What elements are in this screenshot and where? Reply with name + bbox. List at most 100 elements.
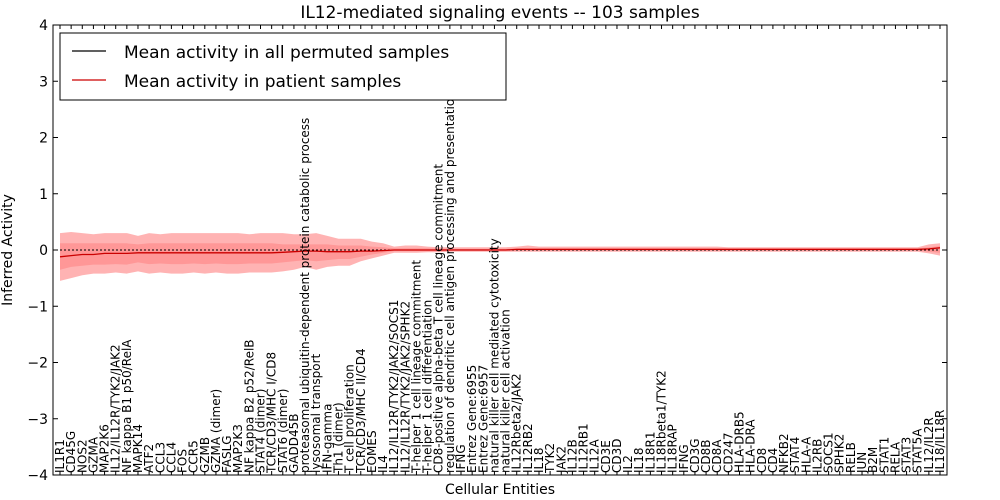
x-tick-label: proteasomal ubiquitin-dependent protein …	[298, 118, 312, 473]
x-tick-label: CD4	[766, 448, 780, 473]
x-tick-label: IL4	[376, 455, 390, 473]
x-tick-label: IFN-gamma	[320, 404, 334, 473]
chart-title: IL12-mediated signaling events -- 103 sa…	[300, 3, 700, 23]
x-tick-label: IL12/IL2R	[922, 417, 936, 473]
x-tick-label: Entrez Gene:6955	[465, 365, 479, 473]
x-tick-label: T-helper 1 cell differentiation	[421, 300, 435, 474]
legend-label-permuted: Mean activity in all permuted samples	[124, 43, 449, 63]
x-tick-label: MAP2K6	[98, 424, 112, 473]
y-tick-label: 1	[39, 187, 48, 203]
x-tick-label: HLA-A	[799, 436, 813, 473]
x-tick-label: CCL3	[153, 442, 167, 473]
x-tick-label: STAT4 (dimer)	[254, 389, 268, 473]
x-tick-label: IL18	[632, 448, 646, 474]
x-tick-label: CD8A	[710, 439, 724, 473]
x-tick-label: STAT6 (dimer)	[276, 389, 290, 473]
x-tick-label: HLA-DRB5	[732, 411, 746, 473]
x-tick-label: IL18RAP	[666, 424, 680, 473]
x-tick-label: natural killer cell mediated cytotoxicit…	[487, 238, 501, 473]
x-axis: IL1R1CD45GNOS2GZMAMAP2K6IL12/IL12R/TYK2/…	[53, 25, 947, 475]
x-tick-label: IL12A	[588, 439, 602, 473]
x-tick-label: Th1 (dimer)	[331, 402, 345, 474]
x-tick-label: STAT5A	[911, 428, 925, 473]
x-tick-label: IL18	[532, 448, 546, 474]
x-tick-label: ATF2	[142, 444, 156, 473]
x-tick-label: regulation of dendritic cell antigen pro…	[443, 91, 457, 473]
y-tick-label: −4	[27, 468, 48, 484]
y-tick-label: 2	[39, 131, 48, 147]
x-tick-label: lysosomal transport	[309, 353, 323, 473]
x-tick-label: T cell proliferation	[343, 364, 357, 474]
x-tick-label: CD247	[721, 432, 735, 473]
x-tick-label: IL18/IL18R	[933, 410, 947, 473]
x-tick-label: GADD45B	[287, 414, 301, 474]
x-tick-label: B2M	[866, 447, 880, 473]
x-tick-label: IL1R1	[53, 439, 67, 473]
x-tick-label: NFKB2	[777, 433, 791, 473]
y-tick-label: −3	[27, 412, 48, 428]
y-tick-label: 3	[39, 74, 48, 90]
x-tick-label: IL12/IL12R/TYK2/JAK2/SOCS1	[387, 300, 401, 473]
x-tick-label: natural killer cell activation	[499, 309, 513, 473]
x-tick-label: SPHK2	[833, 434, 847, 473]
x-tick-label: TCR/CD3/MHC II/CD4	[354, 348, 368, 474]
x-tick-label: GZMA (dimer)	[209, 389, 223, 473]
x-tick-label: STAT3	[900, 437, 914, 473]
x-tick-label: IL12RB1	[577, 423, 591, 473]
x-tick-label: TYK2	[543, 443, 557, 474]
x-tick-label: IL12B	[565, 439, 579, 473]
patient-mean-line	[59, 247, 941, 258]
x-tick-label: MAP2K3	[231, 424, 245, 473]
x-tick-label: RELA	[888, 441, 902, 473]
x-tick-label: MAPK14	[131, 424, 145, 473]
x-tick-label: IL12/IL12R/TYK2/JAK2	[109, 344, 123, 473]
x-tick-label: NF kappa B2 p52/RelB	[242, 339, 256, 473]
x-tick-label: IFNG	[454, 444, 468, 473]
x-tick-label: IL12/IL12R/TYK2/JAK2/SPHK2	[398, 301, 412, 473]
x-tick-label: CD3G	[688, 438, 702, 473]
x-tick-label: SOCS1	[822, 432, 836, 473]
x-tick-label: CD8	[755, 448, 769, 473]
series-lines	[59, 247, 941, 258]
legend-box	[59, 32, 507, 101]
x-tick-label: CD3D	[610, 439, 624, 474]
y-axis-label: Inferred Activity	[0, 194, 16, 306]
x-tick-label: IL12RB2	[521, 423, 535, 473]
x-tick-label: IL2RB	[810, 439, 824, 473]
x-tick-label: IFNG	[677, 444, 691, 473]
x-tick-label: CD8B	[699, 440, 713, 474]
x-tick-label: IL2	[621, 455, 635, 473]
x-tick-label: JAK2	[554, 446, 568, 474]
x-tick-label: JUN	[855, 452, 869, 474]
y-axis: −4 −3 −2 −1 0 1 2 3 4	[27, 18, 947, 484]
y-tick-label: −1	[27, 299, 48, 315]
legend: Mean activity in all permuted samples Me…	[59, 32, 507, 101]
x-tick-label: NF kappa B1 p50/RelA	[120, 339, 134, 473]
x-axis-label: Cellular Entities	[445, 482, 555, 498]
x-tick-label: IL18R1	[643, 432, 657, 473]
x-tick-label: CD45G	[64, 431, 78, 473]
x-tick-label: FOS	[176, 449, 190, 473]
x-tick-label: IL18Rbeta1/TYK2	[655, 370, 669, 473]
x-tick-label: CCR5	[187, 440, 201, 473]
x-tick-label: T-helper 1 cell lineage commitment	[409, 260, 423, 474]
x-tick-label: GZMA	[86, 436, 100, 473]
y-tick-label: 0	[39, 243, 48, 259]
x-tick-label: STAT1	[877, 437, 891, 473]
x-tick-label: TCR/CD3/MHC I/CD8	[265, 352, 279, 474]
x-tick-label: IL12Rbeta2/JAK2	[510, 373, 524, 473]
x-tick-label: CD3E	[599, 440, 613, 473]
x-tick-label: GZMB	[198, 437, 212, 473]
x-tick-label: STAT4	[788, 437, 802, 473]
x-tick-label: CCL4	[164, 442, 178, 473]
x-tick-label: CD8-positive alpha-beta T cell lineage c…	[432, 164, 446, 473]
y-tick-label: 4	[39, 18, 48, 34]
legend-label-patient: Mean activity in patient samples	[124, 72, 401, 92]
y-tick-label: −2	[27, 356, 48, 372]
x-tick-label: NOS2	[75, 439, 89, 473]
x-tick-label: Entrez Gene:6957	[476, 365, 490, 473]
x-tick-label: HLA-DRA	[744, 419, 758, 473]
x-tick-label: RELB	[844, 442, 858, 473]
x-tick-label: FASLG	[220, 435, 234, 473]
